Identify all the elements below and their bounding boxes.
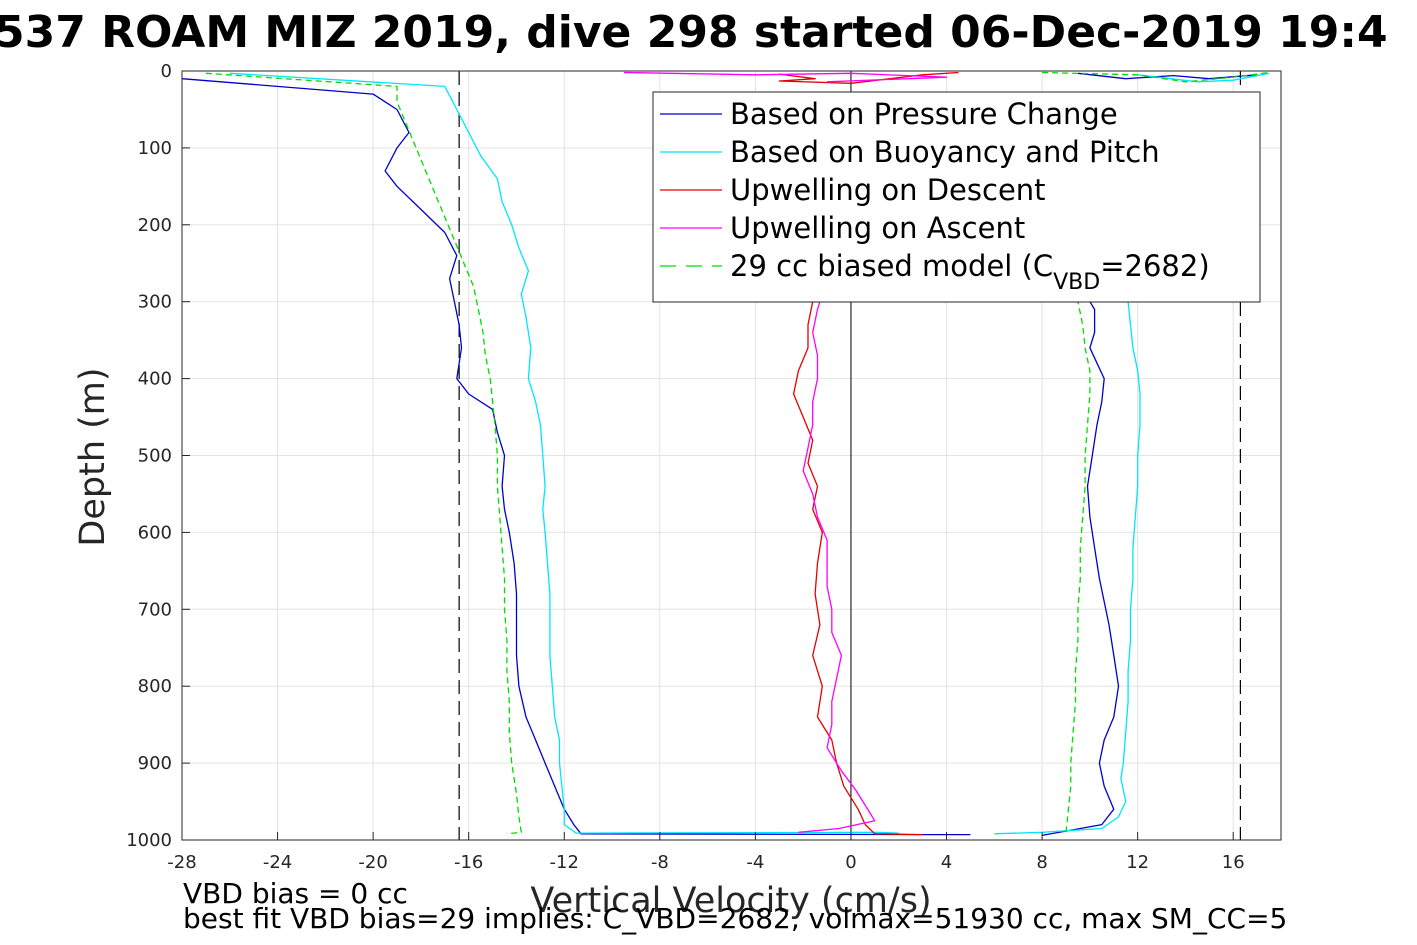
legend-label: Based on Pressure Change <box>730 97 1118 131</box>
x-tick-label: 8 <box>1036 852 1047 873</box>
series-5 <box>205 71 1270 835</box>
series-2 <box>229 72 1270 835</box>
series-line <box>778 71 959 84</box>
series-line <box>205 72 522 835</box>
x-tick-label: 12 <box>1126 852 1149 873</box>
y-tick-label: 100 <box>138 138 172 159</box>
y-axis-ticks: 0 100 200 300 400 500 600 700 800 900 1000 <box>126 61 190 851</box>
y-tick-label: 900 <box>138 753 172 774</box>
x-tick-label: -28 <box>167 852 196 873</box>
series-line <box>1137 72 1270 83</box>
x-tick-label: 4 <box>941 852 952 873</box>
x-tick-label: -8 <box>651 852 669 873</box>
series-3 <box>778 71 959 836</box>
x-axis-ticks: -28 -24 -20 -16 -12 -8 -4 0 4 8 12 16 <box>167 832 1245 873</box>
footer-line-1: VBD bias = 0 cc <box>183 877 408 910</box>
x-tick-label: -20 <box>358 852 387 873</box>
legend-label: Upwelling on Ascent <box>730 211 1025 245</box>
series-line <box>1065 301 1091 833</box>
y-axis-label: Depth (m) <box>73 367 113 546</box>
series-line <box>623 71 948 83</box>
footer-line-2: best fit VBD bias=29 implies: C_VBD=2682… <box>183 902 1287 935</box>
series-line <box>229 72 899 834</box>
series-group <box>181 71 1270 837</box>
x-axis-label: Vertical Velocity (cm/s) <box>530 881 931 921</box>
y-tick-label: 300 <box>138 292 172 313</box>
legend-label: 29 cc biased model (CVBD=2682) <box>730 249 1210 295</box>
y-tick-label: 0 <box>161 61 172 82</box>
series-line <box>792 301 923 836</box>
x-tick-label: 16 <box>1222 852 1245 873</box>
legend-box <box>652 91 1261 303</box>
legend-label: Upwelling on Descent <box>730 173 1046 207</box>
series-4 <box>623 71 948 833</box>
y-tick-label: 600 <box>138 522 172 543</box>
y-tick-label: 800 <box>138 676 172 697</box>
series-line <box>181 78 971 836</box>
series-line <box>1042 71 1270 83</box>
legend-label: Based on Buoyancy and Pitch <box>730 135 1160 169</box>
y-tick-label: 500 <box>138 446 172 467</box>
legend-entries: Based on Pressure Change Based on Buoyanc… <box>660 97 1210 295</box>
y-tick-label: 1000 <box>126 830 172 851</box>
y-tick-label: 700 <box>138 599 172 620</box>
series-line <box>798 301 876 833</box>
legend: Based on Pressure Change Based on Buoyanc… <box>652 91 1261 303</box>
x-tick-label: -16 <box>454 852 483 873</box>
series-line <box>1041 301 1120 837</box>
y-tick-label: 200 <box>138 215 172 236</box>
x-tick-label: 0 <box>845 852 856 873</box>
x-tick-label: -24 <box>263 852 292 873</box>
x-tick-label: -4 <box>746 852 764 873</box>
x-tick-label: -12 <box>550 852 579 873</box>
y-tick-label: 400 <box>138 369 172 390</box>
chart-title: 537 ROAM MIZ 2019, dive 298 started 06-D… <box>0 7 1388 58</box>
series-line <box>994 301 1141 835</box>
